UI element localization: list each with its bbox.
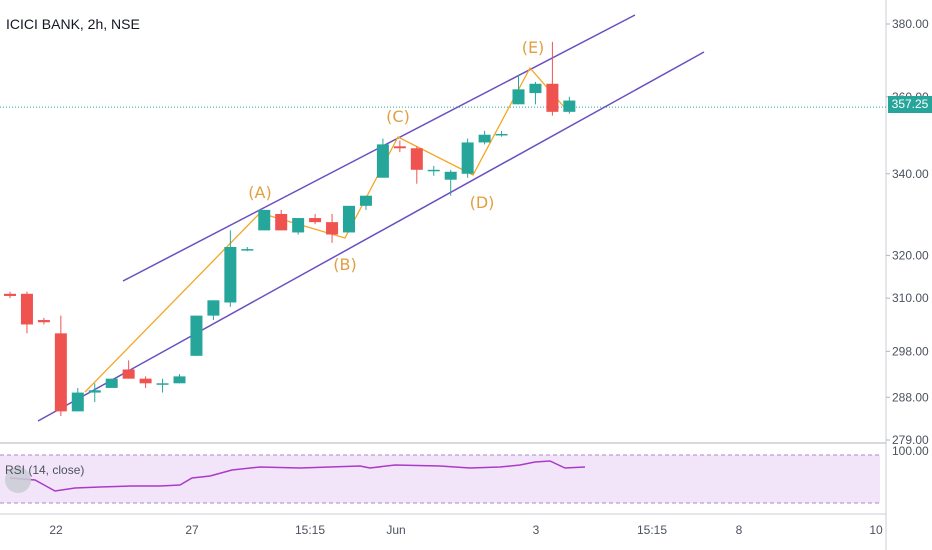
price-label: 310.00 xyxy=(892,291,929,305)
candle-body[interactable] xyxy=(4,293,16,296)
candle-body[interactable] xyxy=(461,142,474,174)
candle-body[interactable] xyxy=(343,205,355,233)
time-label-jun: Jun xyxy=(386,523,405,537)
candle-body[interactable] xyxy=(563,100,576,112)
last-price-tag: 357.25 xyxy=(888,96,932,113)
rsi-line xyxy=(9,460,586,492)
candle-body[interactable] xyxy=(156,383,169,385)
candle-body[interactable] xyxy=(546,83,559,112)
rsi-band xyxy=(0,455,880,503)
candle-body[interactable] xyxy=(173,376,186,384)
candle-body[interactable] xyxy=(241,249,254,251)
candle-body[interactable] xyxy=(495,133,508,136)
candle-body[interactable] xyxy=(88,390,101,393)
candle-body[interactable] xyxy=(37,320,50,323)
candle-body[interactable] xyxy=(139,378,152,384)
candle-body[interactable] xyxy=(309,218,322,223)
candle-body[interactable] xyxy=(444,171,457,180)
candle-body[interactable] xyxy=(224,246,237,303)
channel-lower-line[interactable] xyxy=(37,51,705,422)
price-label: 380.00 xyxy=(892,17,929,31)
candle-body[interactable] xyxy=(54,333,67,412)
candle-body[interactable] xyxy=(71,392,84,412)
price-label: 279.00 xyxy=(892,433,929,447)
wave-label-d: (D) xyxy=(470,193,495,212)
candle-body[interactable] xyxy=(258,209,271,231)
candle-body[interactable] xyxy=(275,213,288,231)
price-axis[interactable]: 380.00360.00340.00320.00310.00298.00288.… xyxy=(886,17,929,447)
candle-body[interactable] xyxy=(122,369,135,379)
price-label: 288.00 xyxy=(892,390,929,404)
time-label-10: 10 xyxy=(869,523,883,537)
time-label-1515-a: 15:15 xyxy=(295,523,325,537)
candle-body[interactable] xyxy=(410,148,423,170)
price-label: 298.00 xyxy=(892,344,929,358)
candle-body[interactable] xyxy=(512,89,525,105)
time-label-27: 27 xyxy=(185,523,199,537)
time-axis[interactable]: 22 27 15:15 Jun 3 15:15 8 10 xyxy=(49,523,883,537)
candle-body[interactable] xyxy=(359,195,372,206)
candle-body[interactable] xyxy=(326,222,339,235)
chart-title: ICICI BANK, 2h, NSE xyxy=(6,16,140,32)
indicator-settings-icon[interactable] xyxy=(5,467,31,493)
wave-label-c: (C) xyxy=(386,107,410,126)
candle-body[interactable] xyxy=(427,169,440,172)
candles-group xyxy=(4,41,576,417)
candle-body[interactable] xyxy=(207,300,220,316)
price-label: 320.00 xyxy=(892,248,929,262)
wave-label-e: (E) xyxy=(522,38,545,57)
candle-body[interactable] xyxy=(190,315,203,356)
rsi-label: RSI (14, close) xyxy=(5,463,85,477)
candle-body[interactable] xyxy=(393,146,406,149)
candle-body[interactable] xyxy=(292,218,305,233)
candle-body[interactable] xyxy=(478,134,491,143)
candle-body[interactable] xyxy=(105,378,118,388)
price-label: 340.00 xyxy=(892,167,929,181)
wave-label-b: (B) xyxy=(333,255,356,274)
wave-label-a: (A) xyxy=(248,183,271,202)
time-label-3: 3 xyxy=(533,523,540,537)
time-label-22: 22 xyxy=(49,523,63,537)
time-label-8: 8 xyxy=(736,523,743,537)
candle-body[interactable] xyxy=(529,83,542,94)
candle-body[interactable] xyxy=(20,293,33,325)
candle-body[interactable] xyxy=(376,144,389,178)
wave-path[interactable] xyxy=(84,66,566,393)
time-label-1515-b: 15:15 xyxy=(637,523,667,537)
rsi-axis-label: 100.00 xyxy=(892,444,929,458)
